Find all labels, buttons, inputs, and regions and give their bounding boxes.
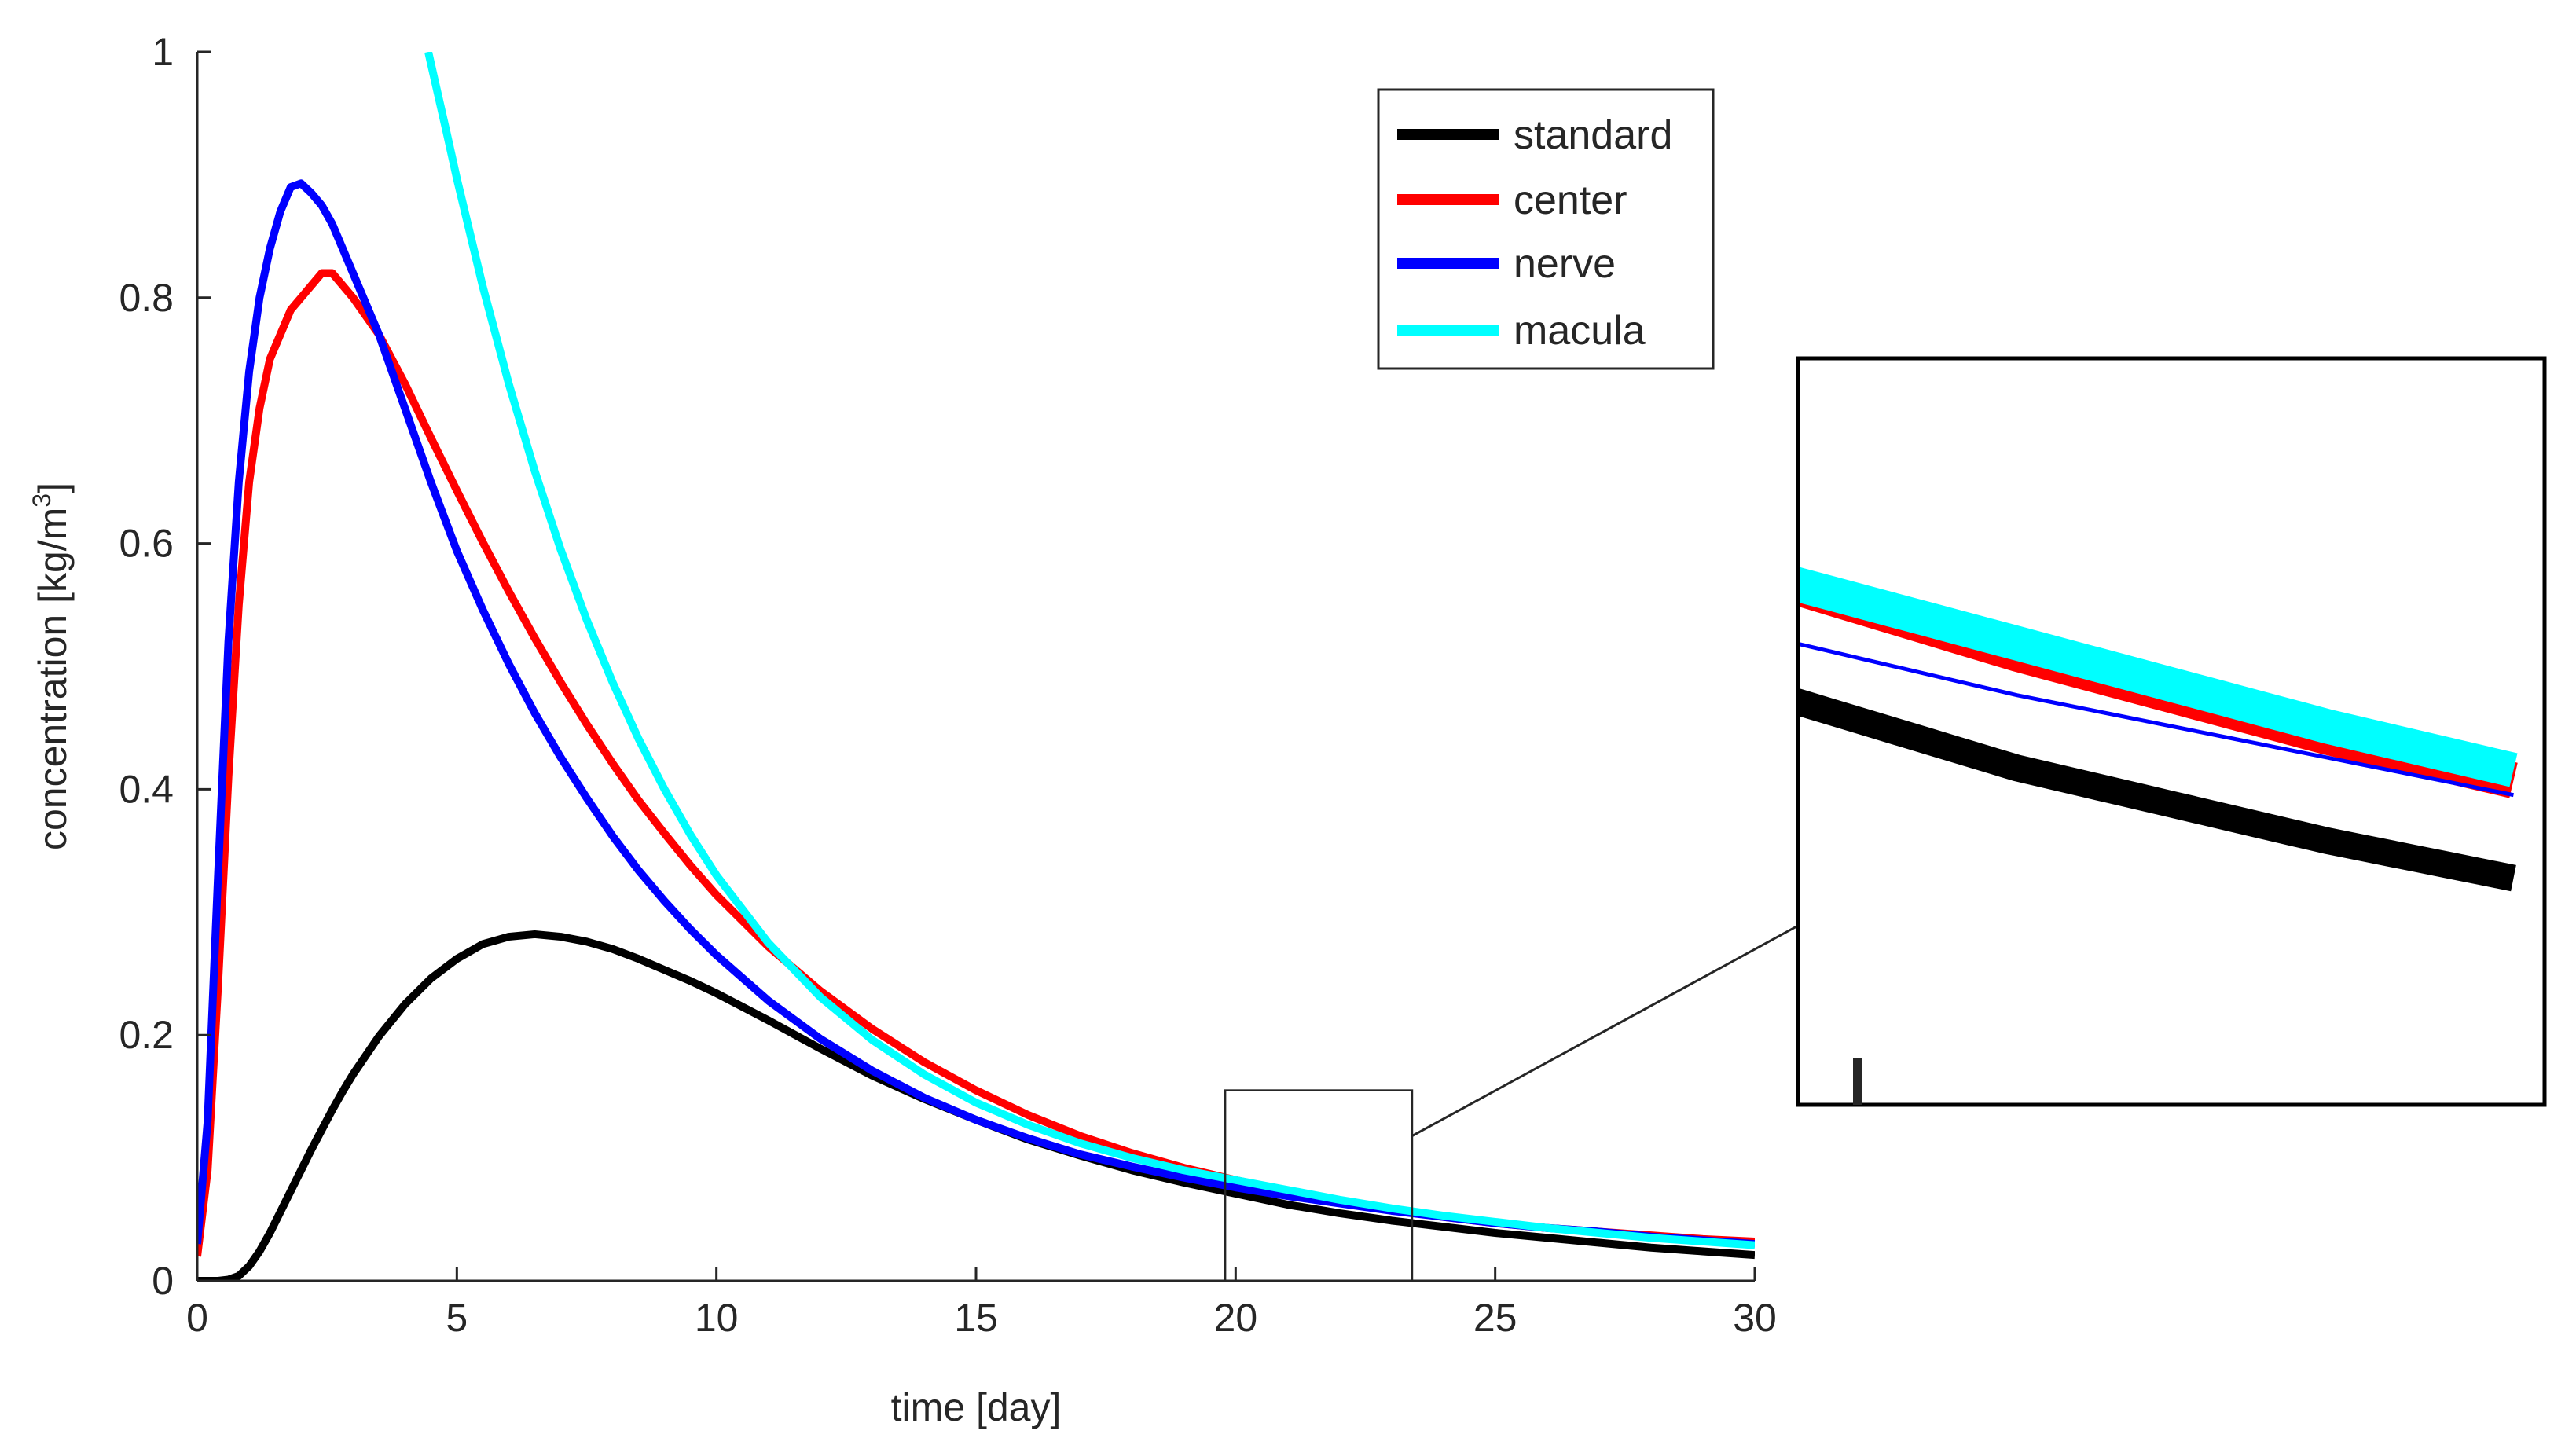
x-axis-label: time [day] [891, 1385, 1062, 1429]
x-tick-label: 15 [954, 1296, 998, 1340]
legend-label-center: center [1514, 178, 1627, 223]
y-tick-label: 0 [152, 1259, 174, 1303]
y-axis-label-superscript: 3 [28, 493, 56, 508]
x-tick-label: 20 [1214, 1296, 1258, 1340]
inset-series-line-nerve [1800, 642, 2514, 798]
legend-label-macula: macula [1514, 308, 1646, 354]
series-line-macula [424, 52, 1755, 1249]
inset-frame [1796, 356, 2547, 1107]
inset-series-group [1800, 567, 2518, 892]
ticks: 0 5 10 15 20 25 30 0 0.2 0.4 0.6 0.8 1 [119, 30, 1776, 1340]
legend: standard center nerve macula [1377, 88, 1715, 370]
x-tick-label: 25 [1473, 1296, 1517, 1340]
series-group [197, 52, 1755, 1281]
legend-label-standard: standard [1514, 112, 1672, 158]
y-tick-label: 0.4 [119, 767, 174, 811]
y-axis-label: concentration [kg/m3] [28, 482, 75, 850]
y-axis-label-main: concentration [kg/m [31, 508, 75, 850]
x-tick-label: 5 [446, 1296, 468, 1340]
inset-series-line-macula [1800, 567, 2518, 787]
inset-plot [1796, 356, 2547, 1107]
x-tick-label: 0 [186, 1296, 208, 1340]
inset-series-line-standard [1800, 688, 2516, 892]
series-line-nerve [197, 179, 1755, 1249]
zoom-region-box [1224, 1089, 1414, 1282]
y-axis-label-suffix: ] [31, 482, 75, 493]
y-tick-label: 0.6 [119, 522, 174, 566]
main-plot-area: 0 5 10 15 20 25 30 0 0.2 0.4 0.6 0.8 1 [119, 30, 1776, 1340]
x-tick-label: 30 [1733, 1296, 1777, 1340]
series-line-standard [197, 930, 1755, 1281]
zoom-indicator [1224, 924, 1799, 1282]
legend-label-nerve: nerve [1514, 241, 1616, 287]
y-tick-label: 0.2 [119, 1013, 174, 1057]
x-tick-label: 10 [695, 1296, 739, 1340]
y-tick-label: 0.8 [119, 276, 174, 320]
zoom-connector-line [1411, 924, 1799, 1137]
y-tick-label: 1 [152, 30, 174, 74]
series-line-center [197, 269, 1755, 1257]
